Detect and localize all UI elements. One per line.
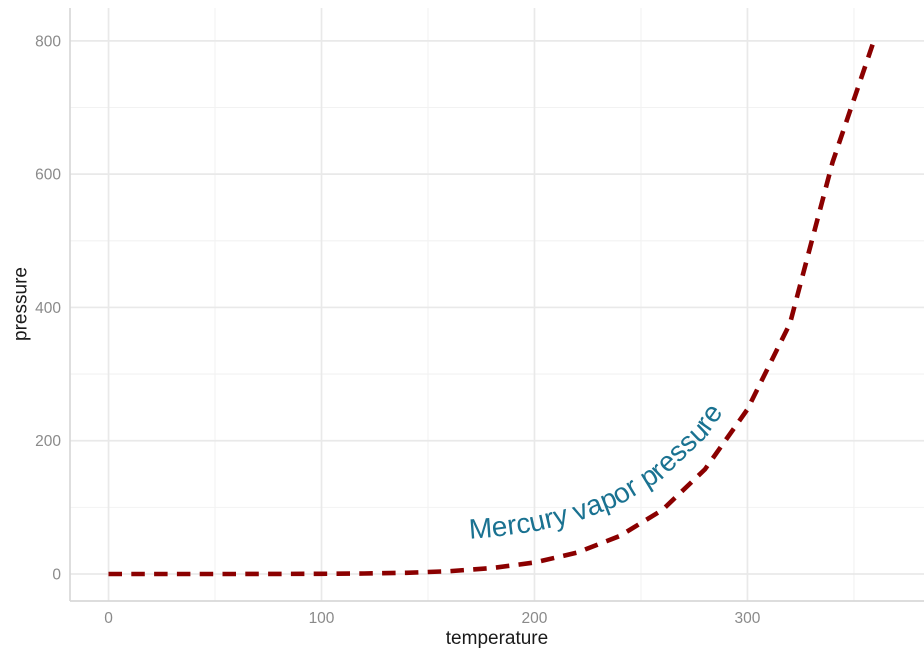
x-tick-label: 300 [735,610,761,627]
x-tick-label: 0 [104,610,113,627]
x-tick-label: 100 [309,610,335,627]
y-tick-label: 800 [35,33,61,50]
y-axis-title: pressure [10,267,32,341]
y-tick-label: 400 [35,300,61,317]
y-tick-label: 200 [35,433,61,450]
y-tick-label: 0 [52,567,61,584]
y-tick-label: 600 [35,167,61,184]
x-tick-label: 200 [522,610,548,627]
x-axis-title: temperature [445,628,549,649]
